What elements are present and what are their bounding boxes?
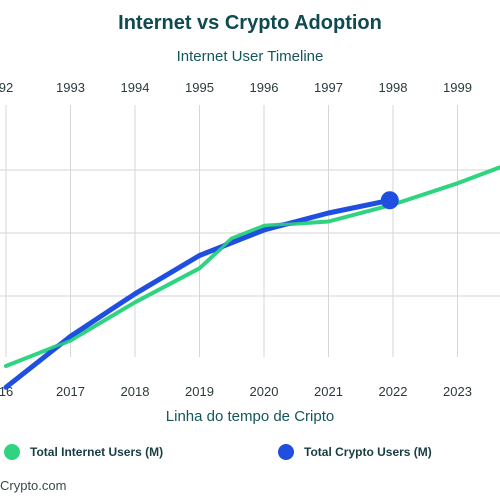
bottom-tick-label: 2017 [56, 384, 85, 399]
top-tick-label: 1998 [379, 80, 408, 95]
top-tick-label: 92 [0, 80, 13, 95]
top-tick-label: 1997 [314, 80, 343, 95]
legend-crypto-label: Total Crypto Users (M) [304, 445, 432, 459]
top-tick-label: 1994 [121, 80, 150, 95]
green-dot-icon [4, 444, 20, 460]
top-tick-label: 1993 [56, 80, 85, 95]
source-text: Crypto.com [0, 478, 67, 493]
top-tick-label: 1995 [185, 80, 214, 95]
top-axis-label: Internet User Timeline [176, 48, 324, 65]
legend-internet-label: Total Internet Users (M) [30, 445, 164, 459]
bottom-tick-label: 16 [0, 384, 13, 399]
top-tick-label: 1996 [250, 80, 279, 95]
legend-internet: Total Internet Users (M) [4, 444, 163, 460]
internet-users-line-overlay [4, 165, 500, 368]
bottom-tick-label: 2019 [185, 384, 214, 399]
bottom-tick-label: 2023 [443, 384, 472, 399]
bottom-tick-label: 2022 [379, 384, 408, 399]
top-tick-label: 1999 [443, 80, 472, 95]
legend-crypto: Total Crypto Users (M) [278, 444, 432, 460]
bottom-tick-label: 2020 [250, 384, 279, 399]
crypto-users-line [3, 197, 393, 390]
bottom-tick-label: 2018 [121, 384, 150, 399]
bottom-axis-label: Linha do tempo de Cripto [165, 408, 335, 425]
crypto-users-endpoint [380, 191, 399, 210]
chart-title: Internet vs Crypto Adoption [118, 12, 382, 34]
blue-dot-icon [278, 444, 294, 460]
bottom-tick-label: 2021 [314, 384, 343, 399]
